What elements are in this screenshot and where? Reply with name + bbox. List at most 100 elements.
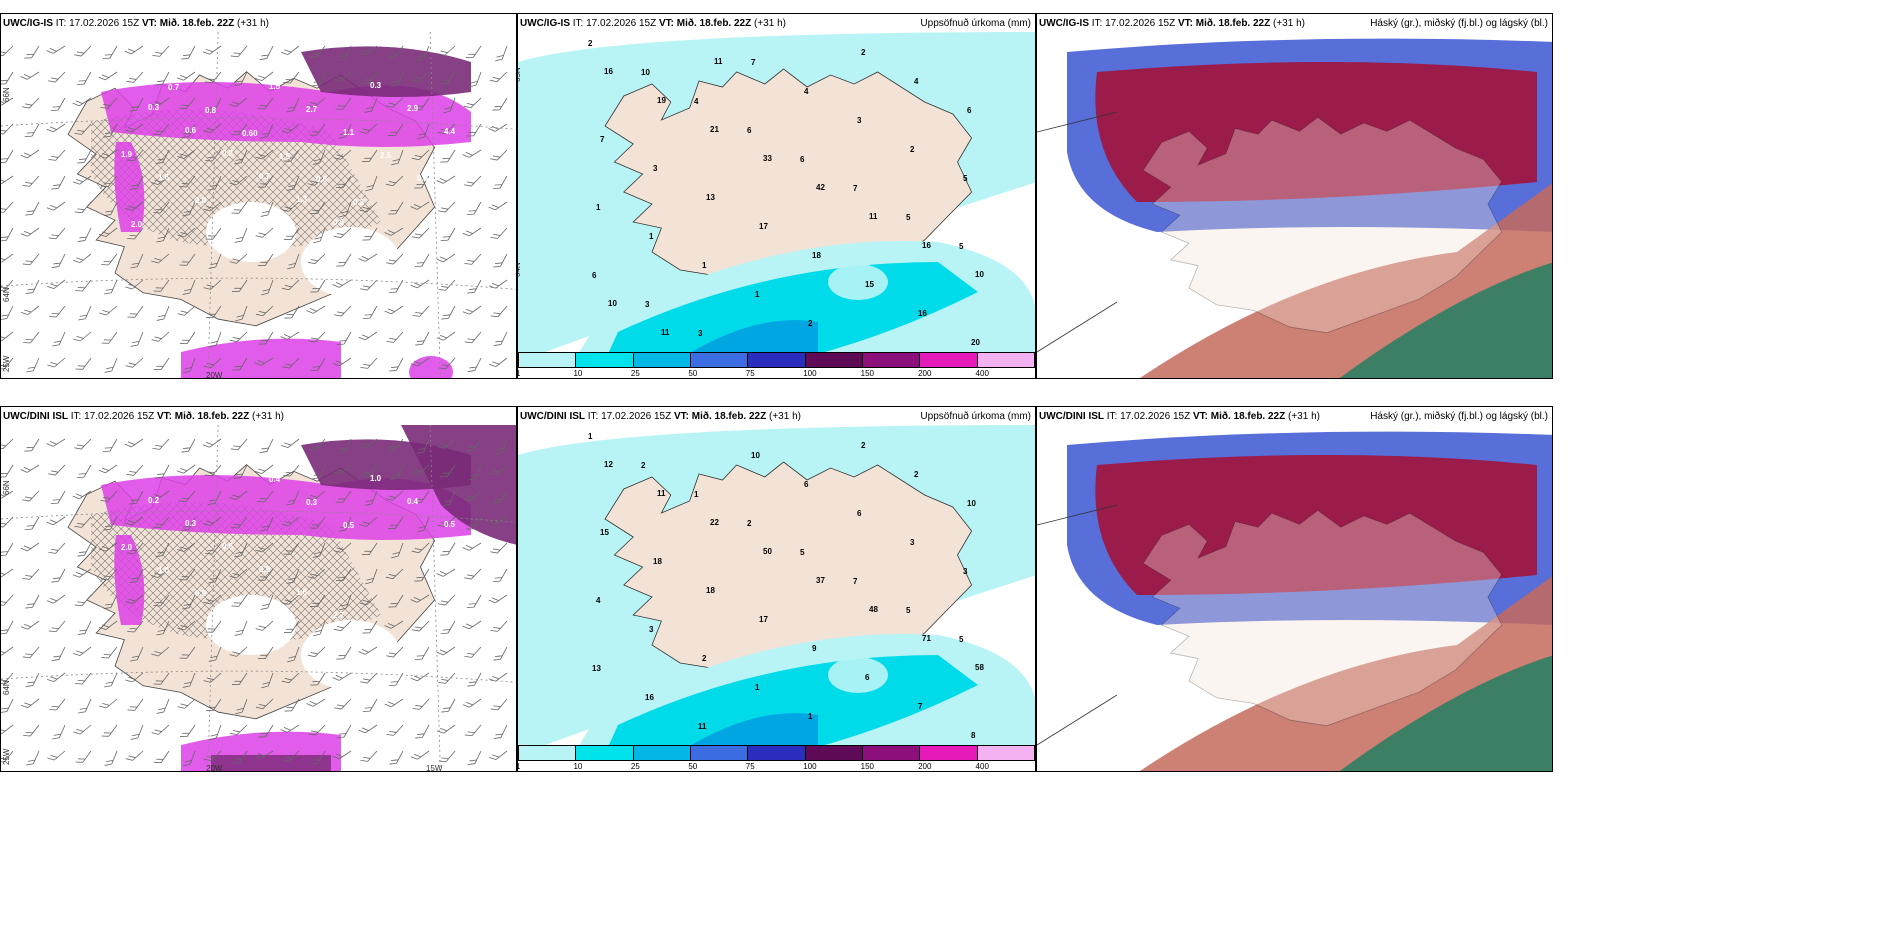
map-panel-4[interactable]: 0.3 0.2 0.3 0.6 2.9 1.6 2.7 1.0 0.4 0.5 2.0 1.0 0.9 0… [1,425,517,772]
wind-barb [152,45,170,57]
wind-barb [77,620,92,635]
wind-barb [385,175,404,187]
wind-barb [254,464,274,474]
panel-header: UWC/IG-IS IT: 17.02.2026 15Z VT: Mið. 18… [1,14,516,34]
value-label: 1.5 [269,82,281,91]
wind-barb [358,331,378,341]
wind-barb [286,490,300,506]
value-label: 71 [922,634,931,643]
panel-header: UWC/DINI ISL IT: 17.02.2026 15Z VT: Mið.… [518,407,1035,427]
wind-barb [233,464,248,479]
wind-barb [462,620,482,630]
wind-barb [391,542,404,559]
map-panel-2[interactable]: 2104667556337432511112246731317181516201… [518,32,1036,354]
wind-barb [412,698,430,710]
wind-barb [254,750,274,759]
map-panel-3[interactable] [1037,32,1553,379]
valid-time: Mið. 18.feb. 22Z [676,18,752,29]
valid-time: Mið. 18.feb. 22Z [159,18,235,29]
wind-barb [178,490,196,503]
colorbar-tick-label: 100 [803,762,817,771]
wind-barb [259,45,274,60]
graticule [1,277,516,290]
wind-barb [20,620,40,630]
wind-barb [310,672,326,686]
lead-time: (+31 h) [252,411,284,422]
wind-barb [309,594,326,608]
value-label: 4 [596,596,601,605]
wind-barb [495,438,508,455]
wind-barb [358,253,378,262]
wind-barb [386,331,404,343]
wind-barb [230,45,248,58]
map-panel-1[interactable]: 0.9 0.3 0.6 0.2 0.7 1.3 0.6 0.3 2.9 4.4 1.9 1.6 2.0 0… [1,32,517,379]
wind-barb [177,227,196,238]
value-label: 2.7 [333,611,345,620]
wind-barb [1,45,14,57]
wind-barb [72,175,92,185]
wind-barb [129,490,144,505]
wind-barb [209,331,222,348]
wind-barb [334,698,352,710]
wind-barb [488,201,508,211]
value-label: 42 [816,183,825,192]
map-panel-6[interactable] [1037,425,1553,772]
wind-barb [98,227,118,237]
wind-barb [284,698,300,712]
graticule [429,425,441,771]
wind-barb [1,253,14,263]
wind-barb [312,149,326,165]
wind-barb [209,724,222,741]
wind-barb [231,672,248,686]
wind-barb [490,542,508,554]
value-label: 1.3 [296,195,308,204]
axis-label: 25W [2,355,11,372]
value-label: 16 [922,241,931,250]
wind-barb [48,227,66,240]
wind-barb [25,279,40,294]
wind-barb [1,750,14,763]
valid-label: VT: [658,18,674,29]
wind-barb [339,201,352,218]
init-time: IT: 17.02.2026 15Z [55,18,140,29]
wind-barb [281,672,300,684]
value-label: 2 [641,461,646,470]
wind-barb [282,750,300,762]
wind-barb [47,357,66,368]
wind-barb [179,646,196,659]
wind-barb [436,175,456,184]
colorbar-cell [576,746,634,760]
wind-barb [338,45,352,61]
wind-barb [464,724,482,737]
wind-barb [155,71,170,86]
wind-barb [287,253,300,270]
colorbar: 1 10 25 50 75 100 150 200 400 [518,745,1035,771]
wind-barb [182,279,196,295]
wind-barb [410,750,430,760]
wind-barb [229,724,248,736]
wind-barb [413,97,430,111]
wind-barb [257,253,274,267]
wind-barb [335,175,352,189]
axis-label: 64N [2,680,11,695]
wind-barb [177,305,196,316]
wind-barb [156,227,170,243]
wind-barb [181,45,196,60]
value-label: 3 [698,329,703,338]
wind-barb [464,331,482,344]
wind-barb [488,750,508,760]
colorbar-cell [633,746,691,760]
wind-barb [125,750,144,761]
snow-band [114,142,145,232]
wind-barb [176,149,196,159]
wind-barb [153,672,170,685]
wind-barb [22,490,40,502]
map-panel-5[interactable]: 1212575513161110663343211221015181817967… [518,425,1036,747]
wind-barb [20,305,40,315]
wind-barb [26,750,40,766]
wind-barb [309,516,326,529]
wind-barb [126,542,144,555]
wind-barb [104,279,118,295]
value-label: 0.6 [316,175,328,184]
wind-barb [155,542,170,557]
